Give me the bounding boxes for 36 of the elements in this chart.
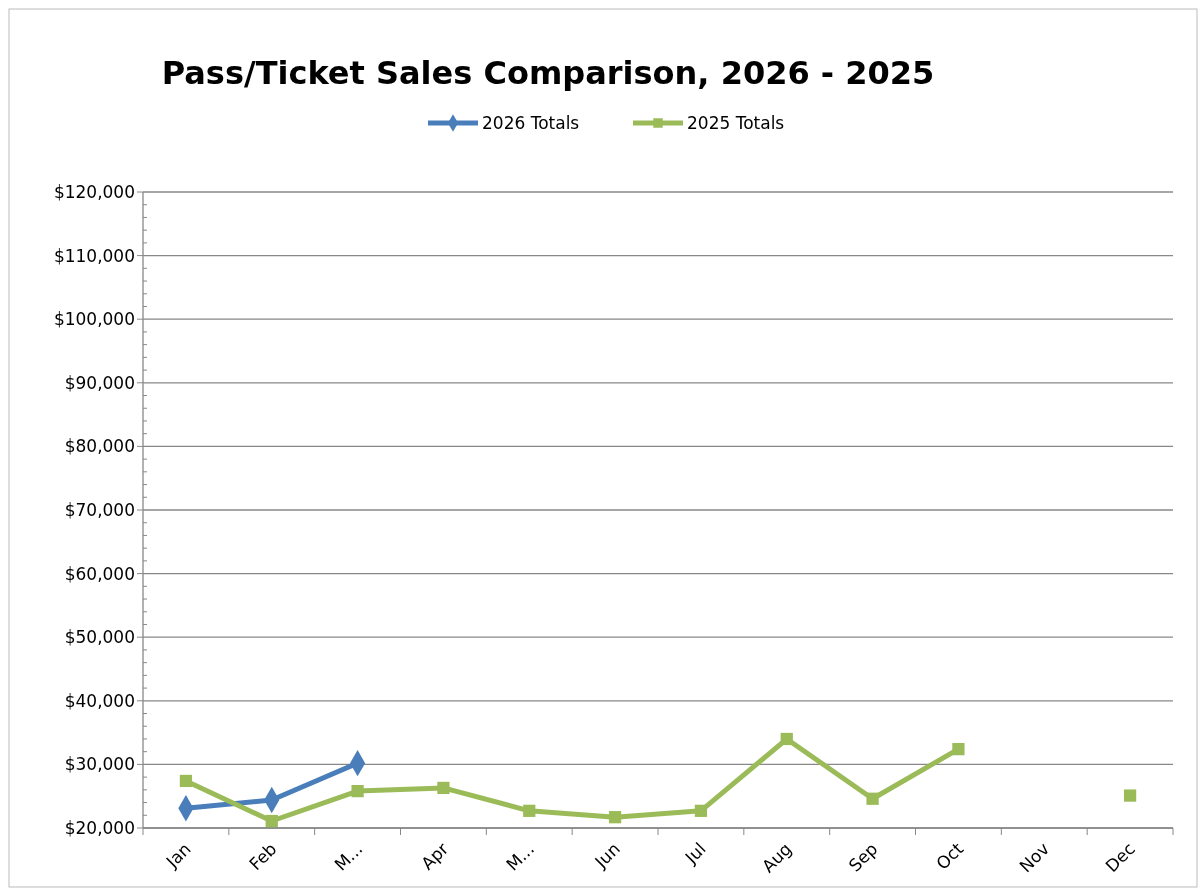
x-tick-label: Sep [844, 838, 882, 876]
y-tick-label: $60,000 [64, 563, 135, 584]
y-tick-label: $80,000 [64, 436, 135, 457]
x-tick-label: Dec [1101, 838, 1139, 877]
y-tick-label: $20,000 [64, 818, 135, 838]
point [351, 784, 364, 798]
y-tick-label: $90,000 [64, 372, 135, 393]
x-tick-label: Jul [680, 838, 710, 869]
x-tick-label: Jun [590, 838, 624, 873]
point [265, 814, 278, 828]
y-tick-label: $40,000 [64, 690, 135, 711]
point [523, 804, 536, 817]
y-tick-label: $50,000 [64, 627, 135, 648]
point [608, 811, 622, 824]
point [1123, 789, 1137, 802]
x-tick-label: Apr [417, 838, 453, 874]
x-tick-label: Oct [932, 838, 968, 874]
y-tick-label: $120,000 [53, 182, 135, 202]
y-tick-label: $100,000 [53, 309, 135, 330]
point [179, 774, 193, 788]
chart-title: Pass/Ticket Sales Comparison, 2026 - 2025 [161, 54, 935, 92]
y-tick-label: $30,000 [64, 754, 135, 775]
x-tick-label: Feb [245, 838, 281, 875]
point [952, 743, 965, 756]
legend-label: 2025 Totals [687, 113, 785, 133]
point [866, 792, 879, 805]
y-tick-label: $110,000 [53, 245, 135, 266]
legend-label: 2026 Totals [482, 113, 580, 133]
x-tick-label: M... [330, 838, 367, 875]
x-tick-label: Jan [161, 838, 195, 873]
y-tick-label: $70,000 [64, 500, 135, 520]
point [694, 804, 708, 817]
point [437, 781, 450, 795]
x-tick-label: Nov [1015, 838, 1054, 877]
point [780, 732, 793, 746]
x-tick-label: M... [502, 838, 539, 875]
